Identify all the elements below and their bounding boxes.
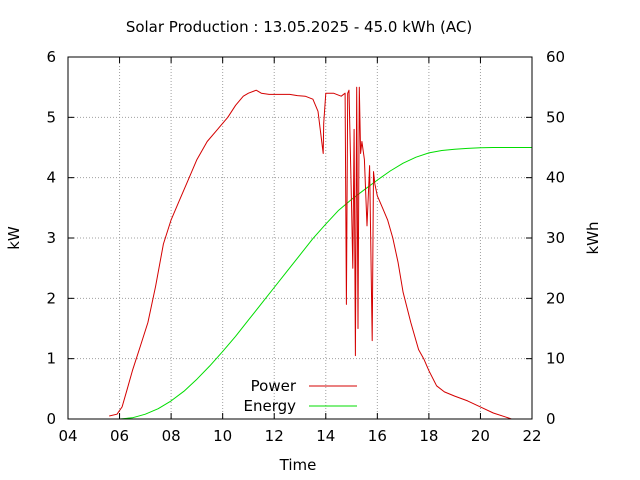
x-tick-label: 20 — [471, 427, 490, 445]
x-tick-label: 18 — [419, 427, 438, 445]
y-tick-label: 6 — [46, 48, 56, 66]
x-tick-label: 06 — [110, 427, 129, 445]
legend-label-energy: Energy — [243, 397, 296, 415]
x-tick-label: 08 — [162, 427, 181, 445]
y-tick-label: 1 — [46, 350, 56, 368]
chart-title: Solar Production : 13.05.2025 - 45.0 kWh… — [126, 18, 472, 36]
y-tick-label: 3 — [46, 229, 56, 247]
y2-tick-label: 10 — [546, 350, 565, 368]
series-layer — [109, 86, 532, 420]
grid-lines — [68, 57, 532, 419]
series-line-power — [109, 86, 512, 420]
x-axis-label: Time — [279, 456, 317, 474]
y2-tick-label: 50 — [546, 108, 565, 126]
y2-tick-label: 40 — [546, 169, 565, 187]
x-tick-label: 22 — [522, 427, 541, 445]
y2-tick-label: 0 — [546, 410, 556, 428]
x-tick-label: 10 — [213, 427, 232, 445]
y-tick-label: 4 — [46, 169, 56, 187]
legend-label-power: Power — [251, 377, 297, 395]
series-line-energy — [119, 147, 532, 420]
x-tick-label: 16 — [368, 427, 387, 445]
y2-tick-label: 30 — [546, 229, 565, 247]
y2-axis-label: kWh — [584, 221, 602, 254]
y-axis-label: kW — [5, 226, 23, 250]
x-tick-label: 12 — [265, 427, 284, 445]
y2-tick-label: 60 — [546, 48, 565, 66]
legend: Power Energy — [243, 377, 357, 415]
y-tick-label: 2 — [46, 289, 56, 307]
x-tick-label: 14 — [316, 427, 335, 445]
x-tick-label: 04 — [58, 427, 77, 445]
y2-tick-label: 20 — [546, 289, 565, 307]
y-tick-label: 5 — [46, 108, 56, 126]
y-tick-label: 0 — [46, 410, 56, 428]
